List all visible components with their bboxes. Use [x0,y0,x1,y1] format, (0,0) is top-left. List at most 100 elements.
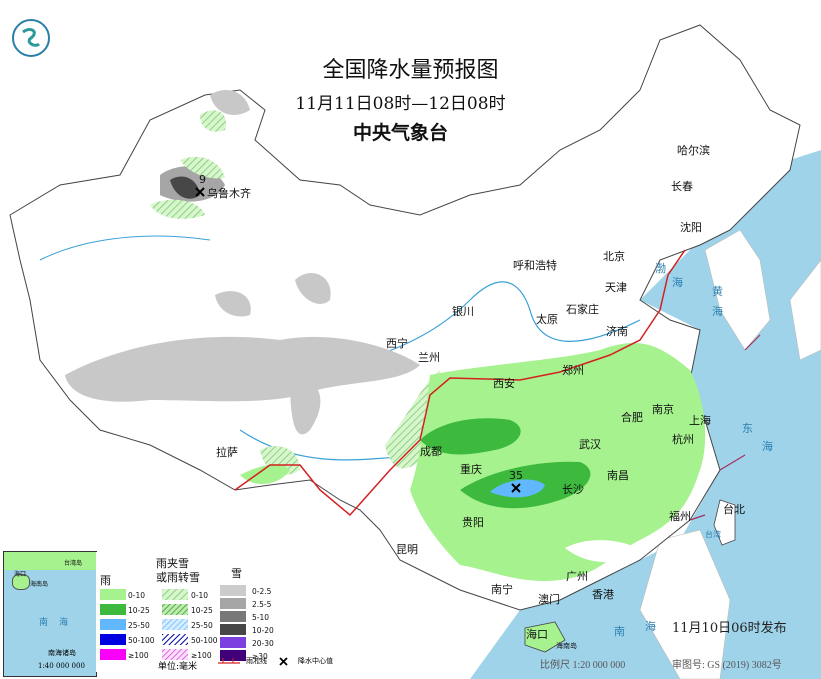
legend-rain-label-4: ≥100 [128,651,149,660]
city-changsha: 长沙 [562,483,584,496]
center-value-urumqi: 9 [199,173,206,186]
city-hohhot: 呼和浩特 [513,259,557,272]
snow-area-0-2.5 [65,336,420,402]
snow-area-altai [210,90,250,115]
precip-center-urumqi [195,187,205,197]
snow-area-qinghai [295,272,331,304]
inset-sea-2: 海 [59,618,69,628]
legend-mix-label-4: ≥100 [191,651,212,660]
legend-rain-label-3: 50-100 [128,636,155,645]
legend-mix-swatch-1 [162,604,188,615]
legend-unit: 单位:毫米 [158,662,198,672]
city-hefei: 合肥 [621,411,643,424]
city-chengdu: 成都 [420,445,442,458]
legend-mix-label-2: 25-50 [191,621,213,630]
inset-label-taiwan: 台湾岛 [64,560,83,567]
city-nanjing: 南京 [652,403,674,416]
cma-logo [11,18,51,58]
legend-snow-title: 雪 [231,567,242,580]
legend-mix-label-1: 10-25 [191,606,213,615]
legend-mix-title-2: 或雨转雪 [156,571,200,584]
city-hangzhou: 杭州 [672,433,694,446]
yellow-river [359,281,641,361]
city-shijiazhuang: 石家庄 [566,303,599,316]
legend-mix-title-1: 雨夹雪 [156,557,189,570]
legend-mix-swatches [162,589,188,660]
city-zhengzhou: 郑州 [562,364,584,377]
tarim-river [39,235,211,261]
hainan-island [524,621,566,653]
legend-rain-swatch-1 [100,604,126,615]
city-guangzhou: 广州 [566,570,588,583]
legend-mix-label-3: 50-100 [191,636,218,645]
mix-area-sichuan [385,370,440,469]
sea-label-huanghai-2: 海 [712,305,723,318]
city-hongkong: 香港 [592,588,614,601]
city-yinchuan: 银川 [452,305,474,318]
city-harbin: 哈尔滨 [677,144,710,157]
sea-label-nanhai-2: 海 [645,620,656,633]
city-lanzhou: 兰州 [418,351,440,364]
issued-time: 11月10日06时发布 [672,621,787,636]
city-kunming: 昆明 [396,543,418,556]
legend-rain-label-2: 25-50 [128,621,150,630]
mix-area-tianshan [150,199,205,219]
city-wuhan: 武汉 [579,438,601,451]
map-title: 全国降水量预报图 [322,58,499,83]
legend-center-label: 降水中心值 [298,657,333,665]
city-haikou: 海口 [526,628,548,641]
inset-sea-1: 南 [39,618,49,628]
inset-hainan [12,574,30,590]
legend-snow-label-0: 0-2.5 [252,587,272,596]
map-scale: 比例尺 1:20 000 000 [540,660,626,671]
taiwan-island [713,499,736,546]
legend-snow-swatch-0 [220,585,246,596]
sea-label-bohai-2: 海 [672,276,683,289]
no-rain-guangdong [565,540,640,563]
inset-title: 南海诸岛 [48,649,76,657]
legend-snow-label-3: 10-20 [252,626,274,635]
city-shanghai: 上海 [689,414,711,427]
city-shenyang: 沈阳 [680,221,702,234]
city-tianjin: 天津 [605,281,627,294]
south-china-sea-inset: 海口 海南岛 台湾岛 南 海 南海诸岛 1:40 000 000 [3,551,97,677]
inset-label-hainan: 海南岛 [30,581,49,588]
sea-label-nanhai-1: 南 [614,625,625,638]
freezing-line-east [689,334,761,521]
mix-area-altai [200,110,226,132]
city-chongqing: 重庆 [460,463,482,476]
city-nanning: 南宁 [491,583,513,596]
city-changchun: 长春 [671,180,693,193]
city-guiyang: 贵阳 [462,516,484,529]
inset-mainland [4,552,96,570]
legend-rain-swatch-0 [100,589,126,600]
legend: 雨 雨夹雪 或雨转雪 雪 0-10 10-25 25-50 50-100 ≥10… [96,552,330,672]
city-fuzhou: 福州 [669,510,691,523]
snow-area-tibet-east [290,379,321,435]
approval-number: 审图号: GS (2019) 3082号 [672,660,782,671]
korea-peninsula [704,229,771,351]
sea-label-taiwan: 台湾 [705,530,721,539]
legend-snow-swatch-2 [220,611,246,622]
inset-scale: 1:40 000 000 [38,662,85,670]
legend-freezing-line-label: 雨凇线 [246,657,267,665]
snow-area-urumqi [170,176,200,199]
legend-mix-label-0: 0-10 [191,591,209,600]
city-beijing: 北京 [603,250,625,263]
legend-snow-swatch-4 [220,637,246,648]
sea-label-huanghai-1: 黄 [712,285,723,298]
legend-mix-swatch-0 [162,589,188,600]
freezing-line-legend-icon [218,658,240,664]
legend-rain-title: 雨 [100,574,111,587]
center-marker-legend-icon [279,657,288,666]
city-taipei: 台北 [723,503,745,516]
legend-snow-swatch-1 [220,598,246,609]
legend-mix-swatch-3 [162,634,188,645]
center-value-changsha: 35 [509,469,523,482]
legend-rain-label-1: 10-25 [128,606,150,615]
japan [789,259,821,361]
legend-snow-label-2: 5-10 [252,613,270,622]
sea-label-bohai-1: 渤 [655,262,666,275]
city-jinan: 济南 [606,325,628,338]
